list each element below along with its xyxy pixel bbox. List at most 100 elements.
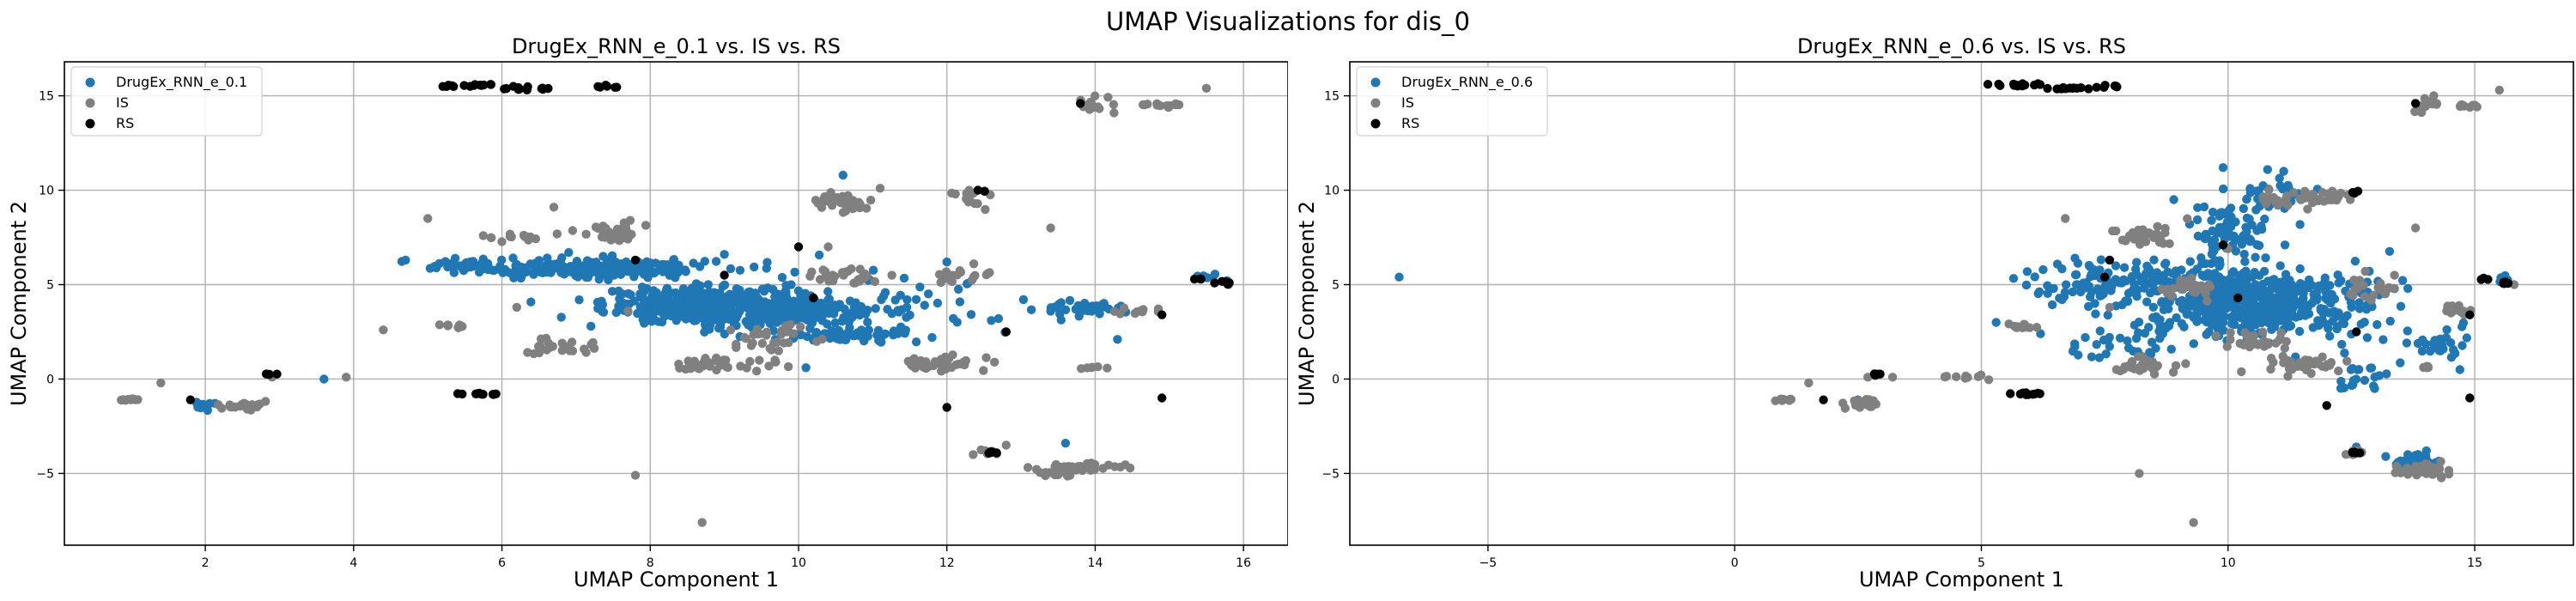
data-point bbox=[471, 389, 481, 398]
data-point bbox=[832, 192, 842, 203]
data-point bbox=[2216, 208, 2226, 217]
data-point bbox=[2334, 308, 2343, 318]
data-point bbox=[2499, 277, 2509, 287]
data-point bbox=[1838, 398, 1848, 408]
data-point bbox=[2072, 83, 2081, 94]
data-point bbox=[1961, 371, 1971, 381]
data-point bbox=[2318, 352, 2327, 361]
data-point bbox=[954, 359, 964, 368]
data-point bbox=[2421, 461, 2430, 470]
data-point bbox=[1103, 363, 1112, 373]
data-point bbox=[2240, 257, 2250, 266]
data-point bbox=[681, 267, 690, 276]
data-point bbox=[2273, 305, 2283, 314]
y-axis-label: UMAP Component 2 bbox=[7, 201, 31, 406]
data-point bbox=[2266, 364, 2275, 374]
data-point bbox=[947, 276, 957, 287]
data-point bbox=[696, 281, 705, 290]
data-point bbox=[434, 258, 444, 269]
data-point bbox=[868, 265, 878, 275]
data-point bbox=[981, 270, 992, 280]
data-point bbox=[2251, 252, 2260, 262]
data-point bbox=[2193, 307, 2202, 317]
legend-marker bbox=[1370, 118, 1381, 129]
data-point bbox=[2239, 268, 2248, 278]
data-point bbox=[673, 268, 683, 277]
data-point bbox=[2148, 363, 2157, 373]
data-point bbox=[2058, 82, 2068, 93]
data-point bbox=[2086, 292, 2095, 301]
y-tick-label: 5 bbox=[46, 279, 54, 293]
data-point bbox=[635, 289, 645, 299]
data-point bbox=[2006, 389, 2015, 398]
data-point bbox=[2434, 463, 2444, 472]
data-point bbox=[648, 294, 658, 304]
data-point bbox=[2366, 295, 2376, 305]
data-point bbox=[784, 337, 793, 348]
data-point bbox=[2105, 255, 2115, 265]
data-point bbox=[2145, 348, 2154, 357]
data-point bbox=[2246, 288, 2257, 297]
data-point bbox=[2043, 288, 2052, 298]
data-point bbox=[486, 80, 495, 89]
data-point bbox=[2396, 358, 2405, 367]
data-point bbox=[498, 268, 507, 277]
data-point bbox=[762, 258, 772, 267]
data-point bbox=[1984, 375, 1994, 385]
data-point bbox=[2328, 195, 2337, 204]
data-point bbox=[1067, 462, 1077, 471]
data-point bbox=[2258, 287, 2268, 296]
data-point bbox=[1085, 97, 1096, 107]
data-point bbox=[2410, 99, 2421, 108]
data-point bbox=[2225, 275, 2234, 284]
data-point bbox=[781, 286, 791, 295]
data-point bbox=[2272, 316, 2282, 326]
data-point bbox=[2024, 390, 2033, 399]
data-point bbox=[2154, 235, 2164, 245]
data-point bbox=[850, 310, 860, 319]
data-point bbox=[2455, 365, 2464, 374]
y-tick-label: 10 bbox=[39, 185, 54, 198]
data-point bbox=[2442, 325, 2451, 335]
data-point bbox=[455, 261, 465, 270]
data-point bbox=[875, 184, 885, 193]
data-point bbox=[526, 297, 536, 307]
data-point bbox=[796, 330, 806, 340]
data-point bbox=[2013, 82, 2022, 91]
data-point bbox=[2462, 333, 2471, 343]
data-point bbox=[2327, 289, 2336, 300]
data-point bbox=[724, 314, 734, 324]
data-point bbox=[2436, 471, 2445, 481]
data-point bbox=[748, 295, 757, 305]
data-point bbox=[807, 267, 817, 276]
data-point bbox=[697, 518, 707, 527]
data-point bbox=[2119, 263, 2129, 272]
data-point bbox=[750, 317, 761, 327]
data-point bbox=[156, 378, 166, 388]
data-point bbox=[2070, 339, 2080, 349]
data-point bbox=[2222, 298, 2232, 307]
data-point bbox=[2245, 214, 2254, 224]
data-point bbox=[598, 230, 608, 240]
data-point bbox=[2340, 349, 2349, 358]
data-point bbox=[732, 343, 741, 352]
series-drugex-rnn-e-0-1 bbox=[191, 170, 1232, 448]
data-point bbox=[948, 350, 957, 360]
data-point bbox=[2131, 333, 2142, 343]
data-point bbox=[497, 255, 507, 264]
data-point bbox=[2187, 273, 2196, 283]
data-point bbox=[750, 262, 759, 272]
data-point bbox=[478, 390, 488, 399]
data-point bbox=[823, 242, 833, 252]
data-point bbox=[2012, 323, 2021, 332]
data-point bbox=[516, 262, 526, 272]
data-point bbox=[535, 342, 544, 351]
legend-label: IS bbox=[1401, 94, 1414, 111]
data-point bbox=[952, 270, 962, 280]
data-point bbox=[889, 328, 898, 337]
data-point bbox=[2092, 340, 2101, 349]
data-point bbox=[762, 283, 773, 293]
data-point bbox=[2043, 83, 2052, 94]
data-point bbox=[2075, 287, 2086, 297]
data-point bbox=[2155, 333, 2165, 343]
